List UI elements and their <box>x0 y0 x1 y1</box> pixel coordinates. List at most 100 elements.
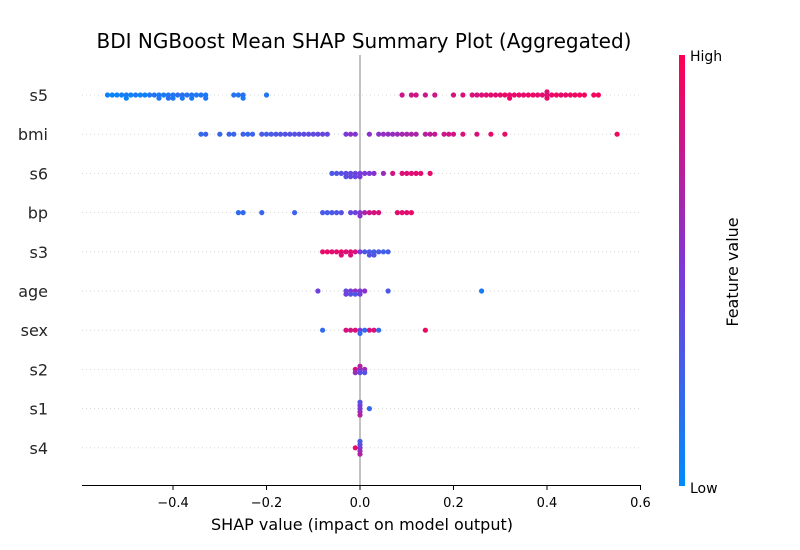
shap-point-s5 <box>507 95 513 101</box>
shap-point-age <box>352 291 358 297</box>
shap-point-bp <box>324 210 330 216</box>
shap-point-s4 <box>357 451 363 457</box>
shap-point-s5 <box>133 92 139 98</box>
shap-point-bmi <box>282 131 288 137</box>
shap-point-s5 <box>142 92 148 98</box>
shap-point-sex <box>422 327 428 333</box>
colorbar-low-label: Low <box>690 481 718 497</box>
shap-point-s5 <box>488 92 494 98</box>
shap-point-bp <box>259 210 265 216</box>
feature-label-s4: s4 <box>29 439 48 458</box>
shap-point-sex <box>320 327 326 333</box>
shap-point-bmi <box>268 131 274 137</box>
shap-point-s6 <box>399 170 405 176</box>
shap-point-s2 <box>357 363 363 369</box>
shap-point-s2 <box>352 370 358 376</box>
shap-point-s5 <box>483 92 489 98</box>
shap-point-bmi <box>399 131 405 137</box>
shap-point-sex <box>366 327 372 333</box>
shap-point-bmi <box>296 131 302 137</box>
shap-point-bmi <box>441 131 447 137</box>
shap-point-bmi <box>427 131 433 137</box>
shap-point-s6 <box>418 170 424 176</box>
shap-point-s5 <box>170 95 176 101</box>
shap-point-sex <box>343 327 349 333</box>
shap-point-bmi <box>446 131 452 137</box>
feature-label-s6: s6 <box>29 164 48 183</box>
shap-point-bmi <box>450 131 457 137</box>
shap-point-s5 <box>553 92 560 98</box>
shap-point-age <box>385 288 391 294</box>
shap-point-bmi <box>231 131 237 137</box>
shap-point-bmi <box>292 131 298 137</box>
shap-point-bmi <box>273 131 279 137</box>
shap-point-s5 <box>479 92 485 98</box>
shap-point-s5 <box>399 92 405 98</box>
shap-point-bmi <box>380 131 386 137</box>
shap-point-s5 <box>572 92 578 98</box>
shap-point-bp <box>376 210 382 216</box>
shap-point-s5 <box>114 92 120 98</box>
shap-point-bmi <box>502 131 508 137</box>
shap-point-s6 <box>329 170 335 176</box>
feature-label-bmi: bmi <box>18 125 48 144</box>
shap-point-s5 <box>119 92 125 98</box>
shap-point-s1 <box>357 399 363 405</box>
shap-point-bmi <box>287 131 293 137</box>
shap-point-bp <box>362 210 368 216</box>
shap-point-sex <box>371 327 377 333</box>
shap-point-bp <box>320 210 326 216</box>
colorbar-title: Feature value <box>723 217 742 326</box>
shap-point-s5 <box>474 92 480 98</box>
shap-point-bmi <box>460 131 466 137</box>
shap-point-s5 <box>432 92 438 98</box>
shap-point-s5 <box>535 92 541 98</box>
feature-label-s2: s2 <box>29 360 48 379</box>
shap-point-s6 <box>334 170 340 176</box>
shap-point-s5 <box>175 92 181 98</box>
shap-point-sex <box>357 330 363 336</box>
shap-point-s5 <box>511 92 517 98</box>
shap-point-bp <box>394 210 400 216</box>
shap-point-bmi <box>385 131 391 137</box>
shap-point-s6 <box>357 174 363 180</box>
shap-point-bmi <box>376 131 382 137</box>
shap-point-s5 <box>151 92 157 98</box>
colorbar <box>679 55 685 486</box>
x-tick-label: −0.2 <box>251 496 283 511</box>
shap-point-bp <box>235 210 241 216</box>
shap-point-s3 <box>348 252 354 258</box>
shap-point-s5 <box>165 95 171 101</box>
shap-point-s5 <box>198 92 204 98</box>
shap-point-s5 <box>156 95 162 101</box>
shap-point-s6 <box>408 170 414 176</box>
shap-point-s5 <box>109 92 115 98</box>
feature-label-s3: s3 <box>29 243 48 262</box>
shap-point-bmi <box>263 131 270 137</box>
shap-point-bmi <box>413 131 419 137</box>
shap-point-bmi <box>217 131 223 137</box>
x-tick-label: 0.4 <box>537 496 558 511</box>
x-tick-label: −0.4 <box>157 496 189 511</box>
shap-point-s6 <box>352 174 358 180</box>
shap-point-bp <box>329 210 335 216</box>
shap-point-s3 <box>329 249 335 255</box>
shap-point-bp <box>334 210 340 216</box>
colorbar-high-label: High <box>690 49 722 65</box>
shap-point-sex <box>348 327 354 333</box>
shap-point-bmi <box>226 131 232 137</box>
shap-point-bmi <box>320 131 326 137</box>
shap-points <box>104 89 620 457</box>
shap-point-s5 <box>184 92 190 98</box>
shap-point-s5 <box>128 92 134 98</box>
shap-point-bp <box>399 210 405 216</box>
feature-label-s5: s5 <box>29 86 48 105</box>
shap-point-s4 <box>357 438 363 444</box>
shap-point-s5 <box>104 92 111 98</box>
shap-point-bp <box>348 210 354 216</box>
feature-label-bp: bp <box>28 204 48 223</box>
shap-point-bmi <box>408 131 414 137</box>
shap-point-bp <box>352 210 358 216</box>
x-tick-label: 0.0 <box>350 496 371 511</box>
shap-point-sex <box>376 327 382 333</box>
